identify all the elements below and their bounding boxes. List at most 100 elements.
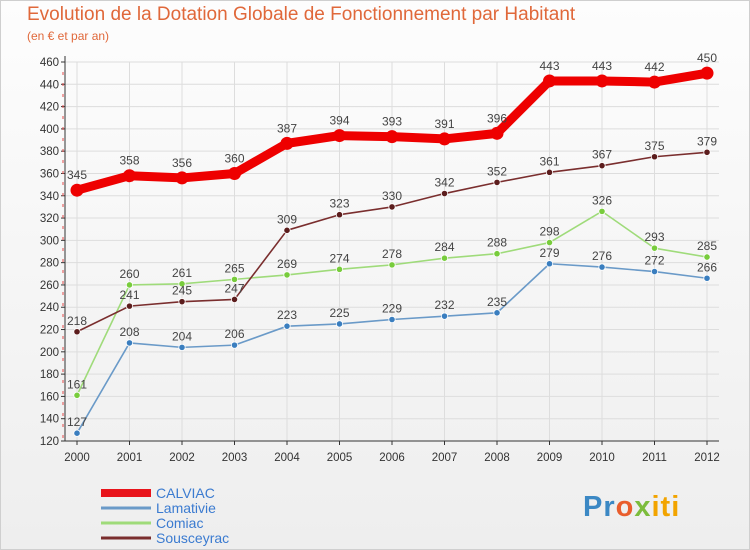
x-tick-label: 2004 [274, 452, 300, 464]
data-label: 394 [329, 114, 349, 128]
data-point [598, 263, 606, 271]
data-label: 261 [172, 266, 192, 280]
data-label: 274 [329, 251, 349, 265]
data-label: 323 [329, 197, 349, 211]
x-tick-label: 2010 [589, 452, 615, 464]
data-point [703, 253, 711, 261]
data-label: 279 [539, 246, 559, 260]
y-tick-label: 320 [40, 213, 59, 225]
data-label: 387 [277, 121, 297, 135]
data-point [335, 265, 344, 273]
data-label: 278 [382, 247, 402, 261]
data-point [650, 244, 659, 252]
data-point [493, 250, 501, 258]
legend-label: CALVIAC [156, 485, 215, 501]
data-labels: 127 208 204 206 223 225 229 232 235 279 276 272 266 1… [67, 51, 717, 429]
data-label: 208 [119, 325, 139, 339]
data-label: 379 [697, 134, 717, 148]
data-point [335, 211, 344, 219]
data-label: 442 [644, 60, 664, 74]
data-label: 360 [224, 151, 244, 165]
y-tick-label: 440 [40, 79, 59, 91]
data-point [440, 254, 449, 262]
data-label: 298 [539, 225, 559, 239]
data-label: 356 [172, 156, 192, 170]
data-label: 206 [224, 327, 244, 341]
data-point [700, 66, 714, 80]
data-label: 223 [277, 308, 297, 322]
y-tick-label: 280 [40, 258, 59, 270]
data-point [703, 274, 711, 282]
data-point [650, 267, 659, 276]
data-point [178, 343, 186, 351]
data-label: 218 [67, 314, 87, 328]
data-label: 443 [592, 59, 612, 73]
data-label: 293 [644, 230, 664, 244]
data-point [283, 322, 291, 330]
data-label: 260 [119, 267, 139, 281]
x-tick-label: 2007 [432, 452, 458, 464]
y-tick-label: 420 [40, 102, 59, 114]
chart-subtitle: (en € et par an) [27, 29, 110, 43]
data-label: 272 [644, 254, 664, 268]
data-point [230, 275, 239, 283]
data-point [493, 309, 501, 317]
data-label: 235 [487, 295, 507, 309]
data-point [385, 130, 399, 144]
y-tick-label: 360 [40, 168, 59, 180]
x-tick-label: 2009 [537, 452, 563, 464]
data-point [125, 281, 134, 289]
data-point [545, 238, 554, 247]
data-point [595, 74, 609, 88]
data-label: 352 [487, 164, 507, 178]
x-tick-label: 2001 [117, 452, 143, 464]
data-point [545, 168, 554, 176]
y-tick-label: 400 [40, 124, 59, 136]
y-tick-label: 180 [40, 369, 59, 381]
data-point [125, 339, 134, 347]
y-tick-label: 240 [40, 302, 59, 314]
data-label: 309 [277, 212, 297, 226]
data-label: 361 [539, 154, 559, 168]
data-label: 245 [172, 284, 192, 298]
data-label: 229 [382, 301, 402, 315]
data-label: 330 [382, 189, 402, 203]
data-label: 276 [592, 249, 612, 263]
data-label: 396 [487, 111, 507, 125]
data-point [230, 341, 239, 349]
data-label: 232 [434, 298, 454, 312]
data-point [228, 166, 241, 180]
legend-label: Sousceyrac [156, 530, 229, 546]
data-label: 450 [697, 51, 717, 65]
proxiti-logo: Proxiti [583, 491, 681, 523]
legend-swatch-lamativie [101, 506, 151, 510]
x-tick-label: 2005 [327, 452, 353, 464]
y-tick-label: 220 [40, 325, 59, 337]
data-point [178, 280, 186, 288]
data-point [703, 148, 711, 156]
data-label: 391 [434, 117, 454, 131]
data-label: 326 [592, 193, 612, 207]
data-label: 265 [224, 261, 244, 275]
y-tick-label: 340 [40, 191, 59, 203]
data-point [493, 178, 501, 186]
data-point [648, 75, 661, 89]
data-label: 285 [697, 239, 717, 253]
data-point [333, 129, 346, 143]
data-point [178, 298, 186, 306]
y-tick-label: 120 [40, 436, 59, 448]
x-tick-label: 2000 [64, 452, 90, 464]
axes: 120 140 160 180 200 220 240 260 280 300 320 340 360 3… [40, 56, 720, 464]
data-label: 225 [329, 306, 349, 320]
data-point [440, 312, 449, 320]
data-point [283, 226, 291, 234]
data-point [73, 429, 81, 437]
data-label: 266 [697, 260, 717, 274]
data-point [440, 189, 449, 198]
series-group [70, 66, 714, 437]
data-label: 342 [434, 176, 454, 190]
x-tick-label: 2002 [169, 452, 195, 464]
x-tick-label: 2008 [484, 452, 510, 464]
